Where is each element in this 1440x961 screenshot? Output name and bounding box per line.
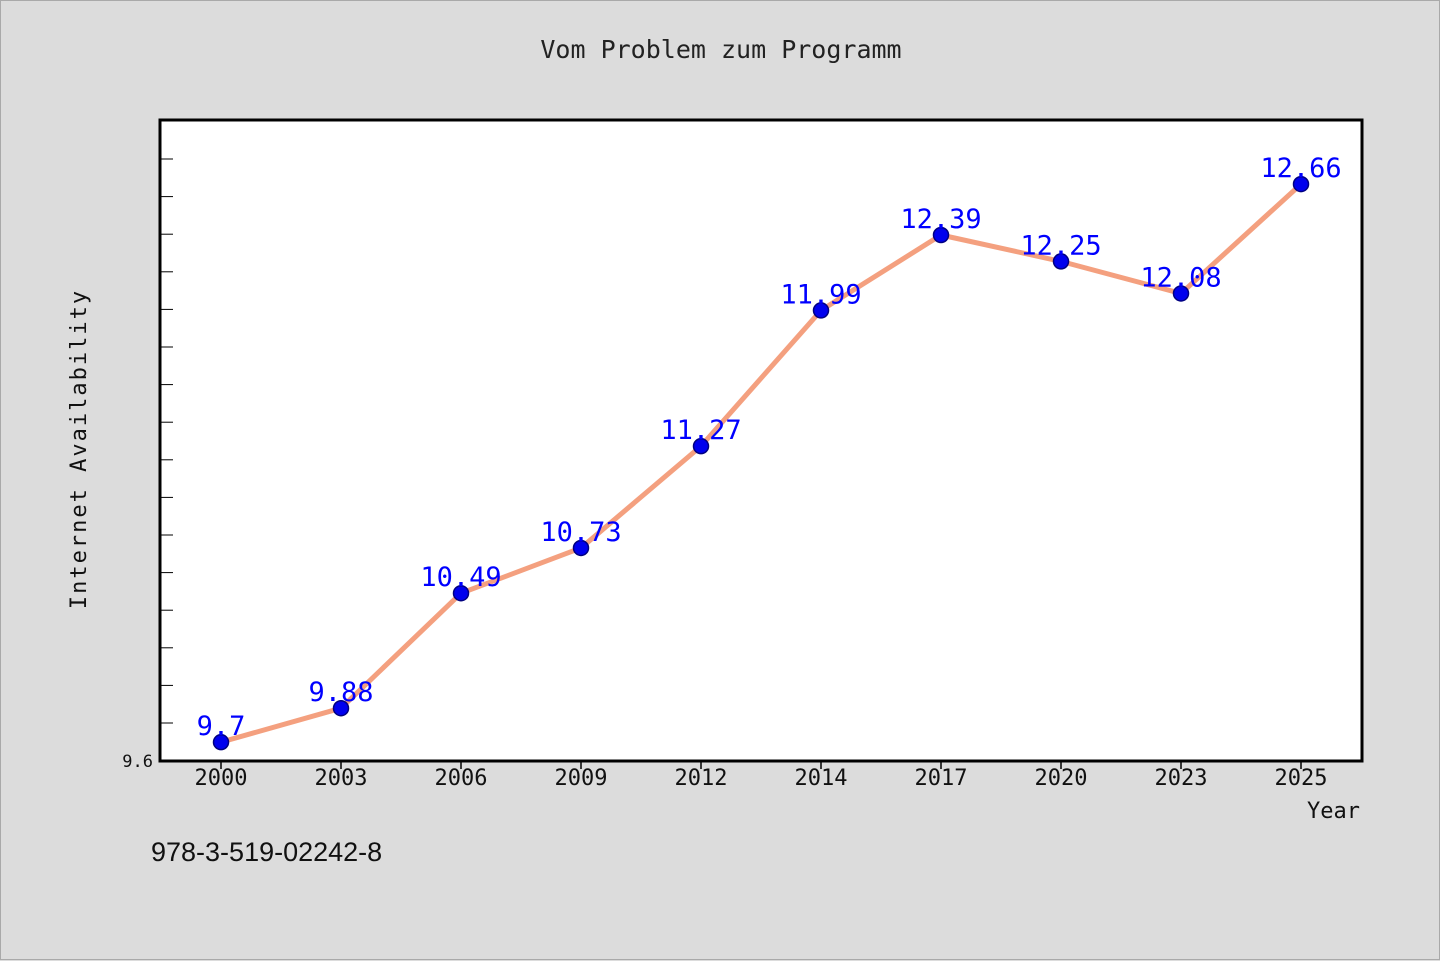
x-tick-label: 2012 xyxy=(675,766,728,791)
data-label: 12.39 xyxy=(900,204,981,235)
data-label: 12.25 xyxy=(1020,230,1101,261)
data-point xyxy=(1172,285,1190,302)
x-tick-label: 2014 xyxy=(795,766,848,791)
plot-area xyxy=(158,118,1364,763)
data-point xyxy=(572,539,590,557)
y-axis-label: Internet Availability xyxy=(67,289,92,609)
data-point xyxy=(212,733,230,751)
data-label: 11.27 xyxy=(660,415,741,446)
data-label: 10.73 xyxy=(540,517,621,548)
data-point xyxy=(1292,175,1310,193)
data-label: 10.49 xyxy=(420,562,501,593)
x-tick-label: 2020 xyxy=(1035,766,1088,791)
data-label: 11.99 xyxy=(780,279,861,310)
data-point xyxy=(812,302,830,319)
chart-title: Vom Problem zum Programm xyxy=(540,35,902,64)
data-point xyxy=(452,584,470,602)
data-label: 12.66 xyxy=(1260,153,1341,184)
data-point xyxy=(692,437,710,455)
x-tick-label: 2006 xyxy=(435,766,488,791)
x-tick-label: 2025 xyxy=(1275,766,1328,791)
data-label: 9.7 xyxy=(197,711,246,742)
series-line xyxy=(218,181,1304,745)
isbn-text: 978-3-519-02242-8 xyxy=(151,837,383,867)
y-tick-label: 9.6 xyxy=(122,752,153,772)
data-label: 9.88 xyxy=(308,677,373,708)
x-tick-label: 2023 xyxy=(1155,766,1208,791)
x-tick-label: 2003 xyxy=(315,766,368,791)
data-point xyxy=(1052,253,1070,270)
x-axis-label: Year xyxy=(1307,799,1360,824)
x-tick-label: 2000 xyxy=(195,766,248,791)
x-tick-label: 2009 xyxy=(555,766,608,791)
x-tick-label: 2017 xyxy=(915,766,968,791)
data-point xyxy=(932,226,950,244)
data-point xyxy=(332,699,350,717)
data-label: 12.08 xyxy=(1140,262,1221,293)
